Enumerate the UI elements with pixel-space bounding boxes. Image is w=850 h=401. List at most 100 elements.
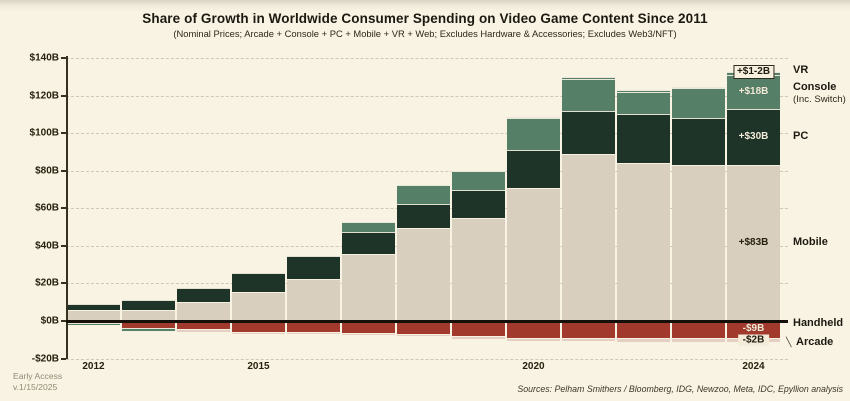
gridline--$20B	[66, 358, 788, 360]
segment-pc-2014	[177, 288, 230, 303]
segment-pc-2017	[342, 231, 395, 255]
bar-2017	[342, 0, 395, 401]
x-axis-label-2024: 2024	[742, 361, 765, 372]
segment-arcade-2012	[67, 324, 120, 326]
annotation-mobile: +$83B	[738, 237, 769, 249]
y-axis-label: $60B	[35, 202, 59, 214]
y-axis-tick	[61, 57, 66, 60]
segment-arcade-2023	[672, 337, 725, 342]
segment-pc-2016	[287, 256, 340, 279]
y-axis-label: $80B	[35, 165, 59, 177]
segment-pc-2024	[727, 109, 780, 166]
segment-mobile-2019	[452, 217, 505, 321]
segment-pc-2023	[672, 118, 725, 166]
bar-2022	[617, 0, 670, 401]
segment-mobile-2017	[342, 254, 395, 321]
annotation-pc: +$30B	[738, 131, 769, 143]
segment-handheld-2021	[562, 321, 615, 338]
segment-vr-2020	[507, 117, 560, 119]
segment-console-2013	[122, 327, 175, 332]
segment-arcade-2014	[177, 329, 230, 333]
y-axis-label: -$20B	[31, 353, 59, 365]
y-axis-label: $140B	[29, 52, 59, 64]
bar-2021	[562, 0, 615, 401]
y-axis-line	[66, 56, 68, 359]
segment-mobile-2020	[507, 187, 560, 321]
segment-vr-2022	[617, 90, 670, 93]
y-axis-tick	[61, 207, 66, 210]
segment-pc-2015	[232, 273, 285, 292]
y-axis-label: $120B	[29, 90, 59, 102]
segment-handheld-2020	[507, 321, 560, 338]
segment-arcade-2015	[232, 332, 285, 335]
segment-pc-2022	[617, 113, 670, 164]
segment-arcade-2018	[397, 334, 450, 336]
segment-arcade-2019	[452, 336, 505, 339]
segment-console-2017	[342, 221, 395, 232]
annotation-vr: +$1-2B	[732, 65, 775, 80]
y-axis-tick	[61, 320, 66, 322]
segment-arcade-2016	[287, 332, 340, 335]
bar-2014	[177, 0, 230, 401]
watermark-line1: Early Access	[13, 371, 63, 381]
gridline-$100B	[66, 133, 788, 135]
segment-handheld-2019	[452, 321, 505, 336]
segment-mobile-2013	[122, 309, 175, 321]
y-axis-tick	[61, 94, 66, 97]
y-axis-tick	[61, 244, 66, 247]
segment-pc-2013	[122, 300, 175, 310]
segment-mobile-2022	[617, 163, 670, 321]
segment-mobile-2016	[287, 278, 340, 321]
watermark-line2: v.1/15/2025	[13, 382, 58, 392]
segment-console-2012	[67, 322, 120, 325]
segment-console-2019	[452, 170, 505, 190]
arcade-connector-tick: ╲	[786, 337, 792, 347]
x-axis-label-2015: 2015	[247, 361, 270, 372]
legend-sublabel-console: (Inc. Switch)	[793, 94, 846, 105]
chart-title: Share of Growth in Worldwide Consumer Sp…	[142, 11, 708, 26]
segment-console-2023	[672, 88, 725, 119]
segment-console-2018	[397, 184, 450, 204]
segment-mobile-2024	[727, 165, 780, 321]
x-axis-label-2012: 2012	[82, 361, 105, 372]
chart-subtitle: (Nominal Prices; Arcade + Console + PC +…	[173, 28, 677, 39]
segment-mobile-2021	[562, 154, 615, 321]
annotation-handheld: -$9B	[742, 323, 765, 335]
segment-arcade-2017	[342, 333, 395, 336]
segment-arcade-2013	[122, 331, 175, 333]
y-axis-label: $40B	[35, 240, 59, 252]
gridline-$140B	[66, 58, 788, 60]
bar-2020	[507, 0, 560, 401]
gridline-$80B	[66, 170, 788, 172]
annotation-console: +$18B	[738, 86, 769, 98]
legend-label-pc: PC	[793, 130, 809, 142]
segment-vr-2023	[672, 86, 725, 89]
watermark: Early Access v.1/15/2025	[13, 371, 62, 393]
y-axis-label: $20B	[35, 277, 59, 289]
x-axis-label-2020: 2020	[522, 361, 545, 372]
segment-console-2024	[727, 75, 780, 109]
segment-arcade-2020	[507, 337, 560, 341]
segment-mobile-2023	[672, 165, 725, 321]
bar-2015	[232, 0, 285, 401]
y-axis-label: $0B	[40, 315, 59, 327]
y-axis-tick	[61, 132, 66, 135]
segment-arcade-2021	[562, 337, 615, 341]
bar-2016	[287, 0, 340, 401]
legend-label-vr: VR	[793, 64, 809, 76]
segment-pc-2019	[452, 189, 505, 218]
segment-pc-2021	[562, 110, 615, 155]
segment-arcade-2022	[617, 337, 670, 342]
gridline-$120B	[66, 95, 788, 97]
bar-2019	[452, 0, 505, 401]
segment-console-2021	[562, 78, 615, 111]
y-axis-label: $100B	[29, 127, 59, 139]
legend-label-arcade: Arcade	[796, 336, 834, 348]
bar-2023	[672, 0, 725, 401]
bar-2013	[122, 0, 175, 401]
segment-mobile-2015	[232, 291, 285, 321]
segment-handheld-2022	[617, 321, 670, 338]
segment-pc-2018	[397, 203, 450, 229]
